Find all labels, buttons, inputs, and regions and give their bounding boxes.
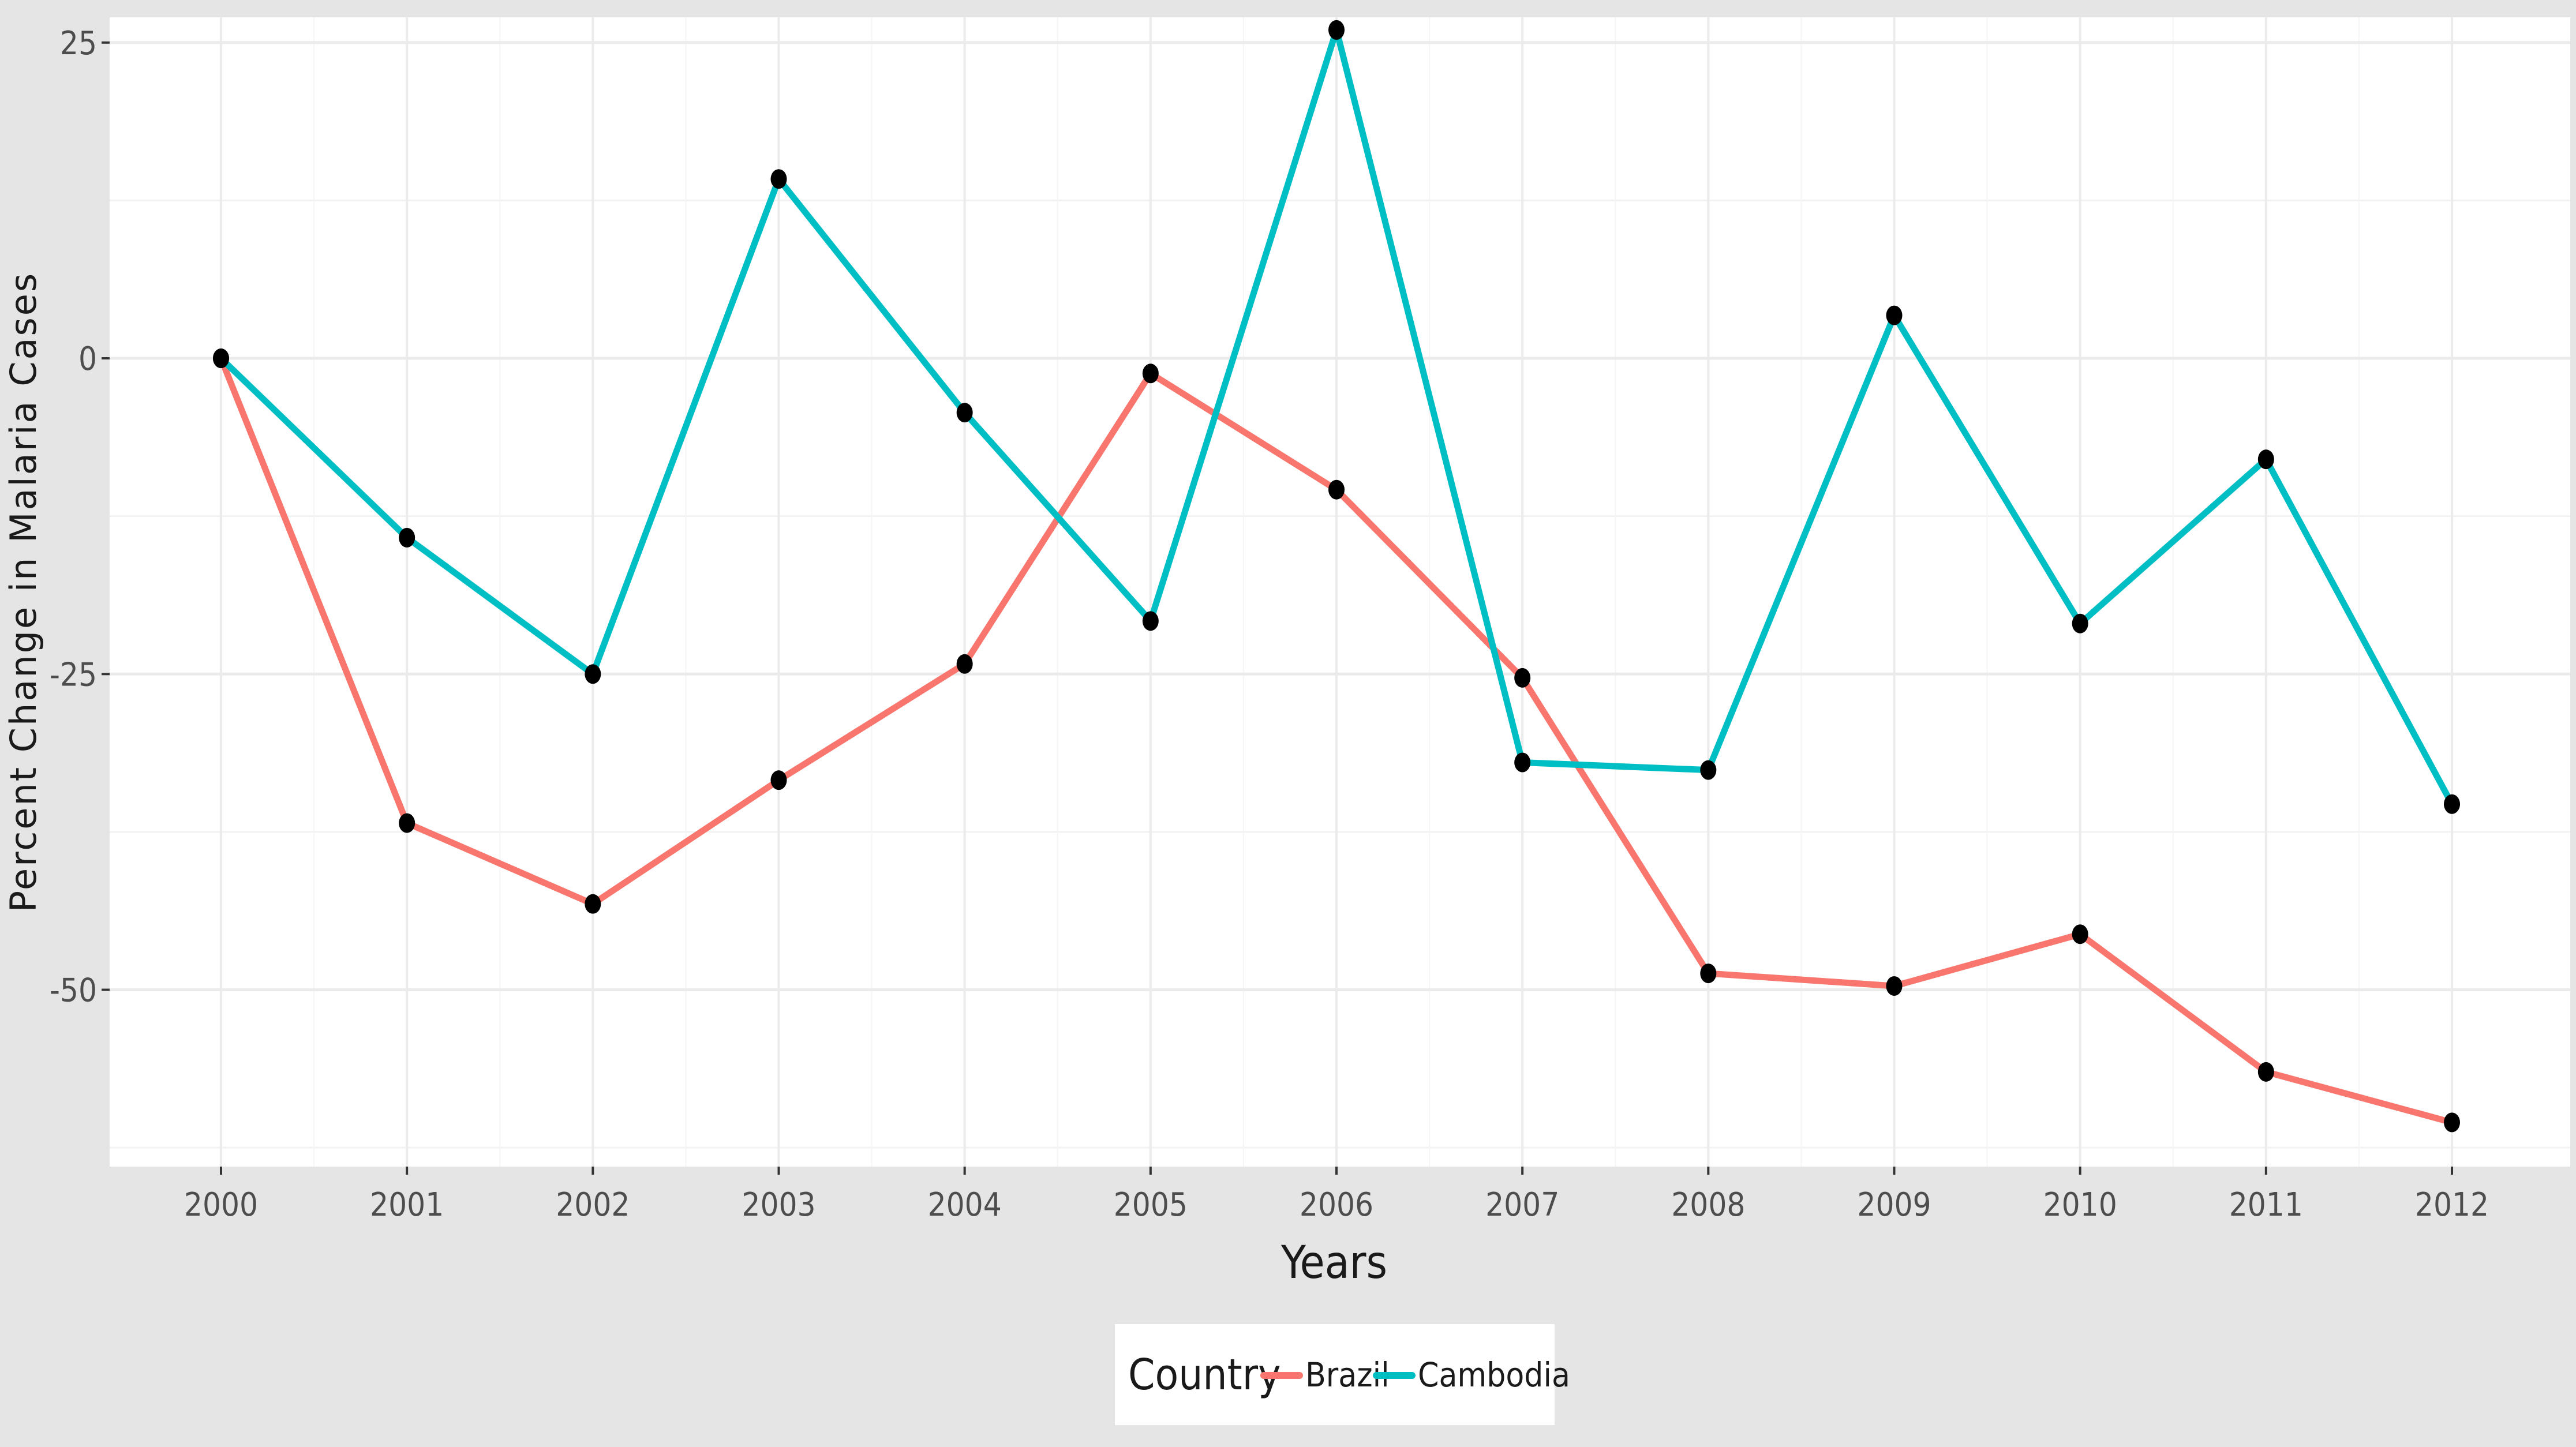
y-axis-ticks: 25 0 -25 -50 (50, 25, 110, 1010)
y-tick-label: 0 (78, 340, 97, 378)
data-point-brazil (956, 654, 973, 674)
plot-panel (110, 17, 2570, 1167)
data-point-brazil (770, 770, 787, 790)
data-point-cambodia (1700, 760, 1717, 780)
data-point-cambodia (1142, 611, 1159, 631)
data-point-cambodia (770, 169, 787, 189)
x-tick-label: 2005 (1114, 1186, 1188, 1224)
y-tick-label: 25 (60, 25, 97, 62)
data-point-brazil (2444, 1112, 2460, 1133)
data-point-cambodia (2257, 449, 2274, 470)
legend-box (1115, 1324, 1555, 1425)
grid-lines (110, 17, 2570, 1167)
data-points (213, 20, 2460, 1133)
data-point-cambodia (2072, 613, 2088, 633)
x-tick-label: 2001 (370, 1186, 444, 1224)
legend-title: Country (1128, 1350, 1280, 1400)
data-point-brazil (1142, 363, 1159, 384)
y-axis-label: Percent Change in Malaria Cases (2, 272, 44, 912)
x-tick-label: 2011 (2229, 1186, 2303, 1224)
data-point-brazil (585, 894, 601, 914)
data-point-cambodia (1328, 20, 1345, 40)
x-tick-label: 2008 (1671, 1186, 1745, 1224)
data-point-brazil (1514, 668, 1531, 688)
y-tick-label: -50 (50, 972, 97, 1010)
x-tick-label: 2004 (928, 1186, 1002, 1224)
data-point-brazil (1328, 479, 1345, 500)
x-tick-label: 2003 (742, 1186, 815, 1224)
x-tick-label: 2002 (556, 1186, 630, 1224)
x-tick-label: 2010 (2043, 1186, 2117, 1224)
data-point-cambodia (1886, 305, 1903, 325)
x-tick-label: 2007 (1485, 1186, 1559, 1224)
data-point-cambodia (213, 348, 229, 369)
data-point-cambodia (585, 664, 601, 684)
data-point-brazil (1700, 964, 1717, 984)
data-point-brazil (2257, 1062, 2274, 1082)
data-point-brazil (2072, 924, 2088, 944)
x-tick-label: 2006 (1300, 1186, 1373, 1224)
data-point-cambodia (956, 403, 973, 423)
x-tick-label: 2009 (1857, 1186, 1931, 1224)
x-axis-label: Years (1280, 1237, 1387, 1289)
data-point-cambodia (2444, 794, 2460, 814)
legend: Country Brazil Cambodia (1115, 1324, 1570, 1425)
data-point-brazil (399, 813, 415, 833)
x-axis-ticks: 2000 2001 2002 2003 2004 2005 2006 2007 2008 2009… (184, 1167, 2489, 1224)
x-tick-label: 2000 (184, 1186, 258, 1224)
legend-label-cambodia: Cambodia (1418, 1355, 1570, 1394)
data-point-cambodia (1514, 752, 1531, 773)
y-tick-label: -25 (50, 656, 97, 693)
x-tick-label: 2012 (2415, 1186, 2489, 1224)
data-point-brazil (1886, 976, 1903, 996)
data-point-cambodia (399, 527, 415, 548)
